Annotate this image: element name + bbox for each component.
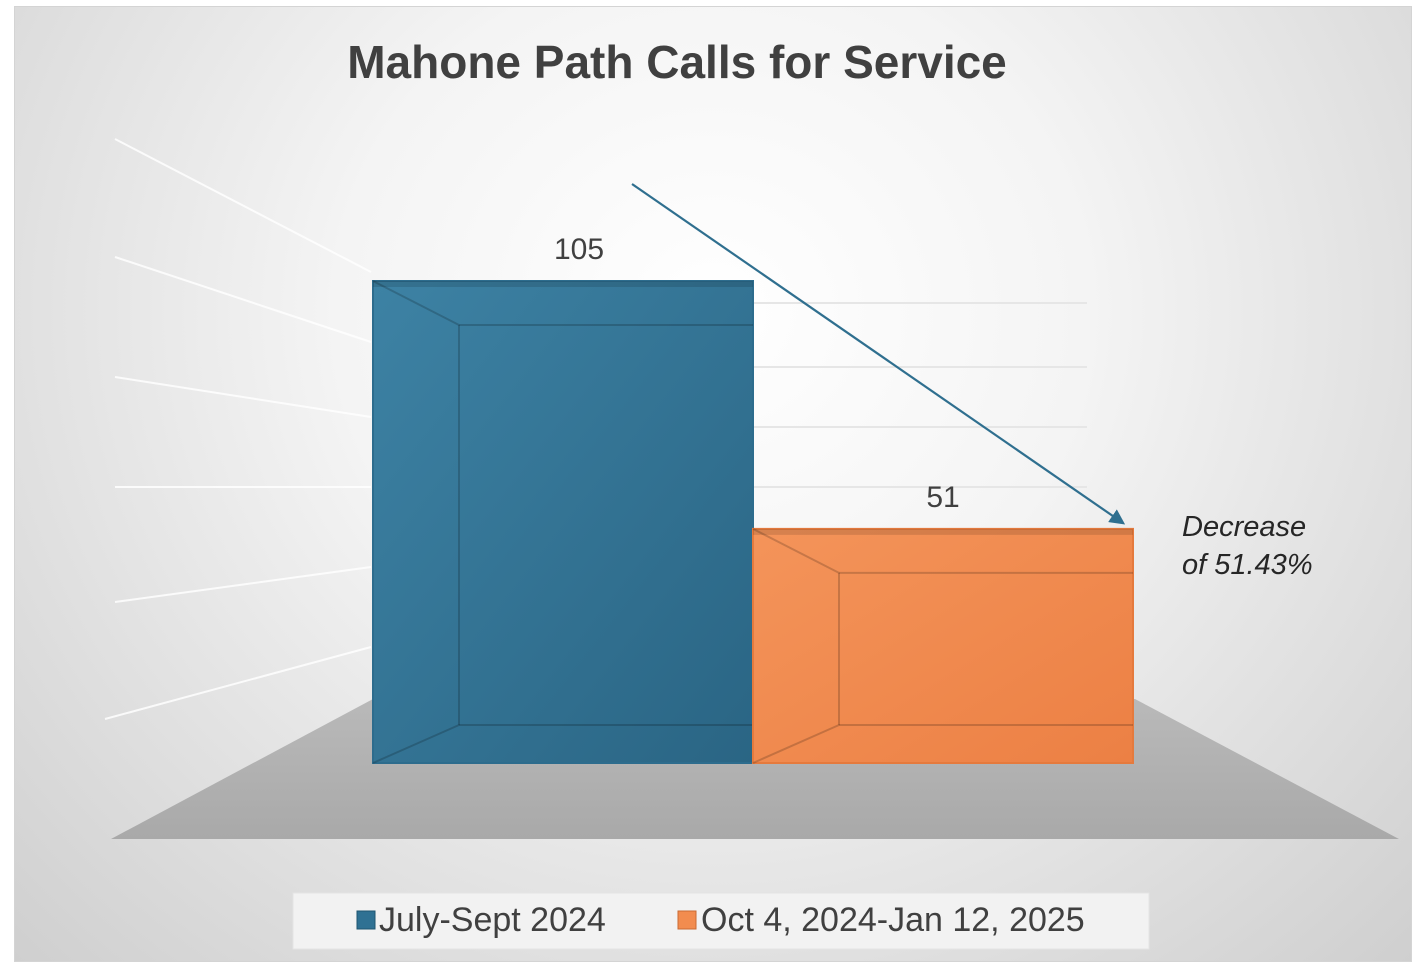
- chart-title: Mahone Path Calls for Service: [347, 36, 1007, 88]
- legend-background: [292, 892, 1150, 950]
- decrease-arrow: [631, 183, 1126, 525]
- bar-2: [752, 527, 1134, 765]
- chart-area: Mahone Path Calls for Service 105 51 Decr…: [14, 6, 1412, 962]
- legend-swatch-1: [356, 910, 376, 930]
- bar-chart-svg: Mahone Path Calls for Service 105 51 Decr…: [104, 36, 1399, 950]
- bar-1-edges: [372, 280, 753, 764]
- decrease-note-line1: Decrease: [1182, 511, 1306, 543]
- bar-2-edges: [752, 527, 1133, 764]
- legend-entry-1[interactable]: July-Sept 2024: [356, 901, 606, 939]
- data-label-2: 51: [926, 481, 959, 514]
- legend: July-Sept 2024 Oct 4, 2024-Jan 12, 2025: [292, 892, 1150, 950]
- bar-2-front: [752, 527, 1134, 765]
- legend-label-2: Oct 4, 2024-Jan 12, 2025: [701, 901, 1085, 939]
- bar-1: [372, 280, 754, 764]
- bar-1-front: [372, 280, 754, 764]
- bar-1-top: [373, 281, 753, 287]
- bar-2-top: [753, 528, 1133, 535]
- legend-label-1: July-Sept 2024: [379, 901, 606, 939]
- data-label-1: 105: [554, 233, 604, 266]
- legend-swatch-2: [677, 910, 697, 930]
- bars-layer: 105 51: [372, 233, 1134, 765]
- wall-decor-lines: [104, 138, 372, 720]
- decrease-note-line2: of 51.43%: [1182, 549, 1313, 581]
- legend-entry-2[interactable]: Oct 4, 2024-Jan 12, 2025: [677, 901, 1085, 939]
